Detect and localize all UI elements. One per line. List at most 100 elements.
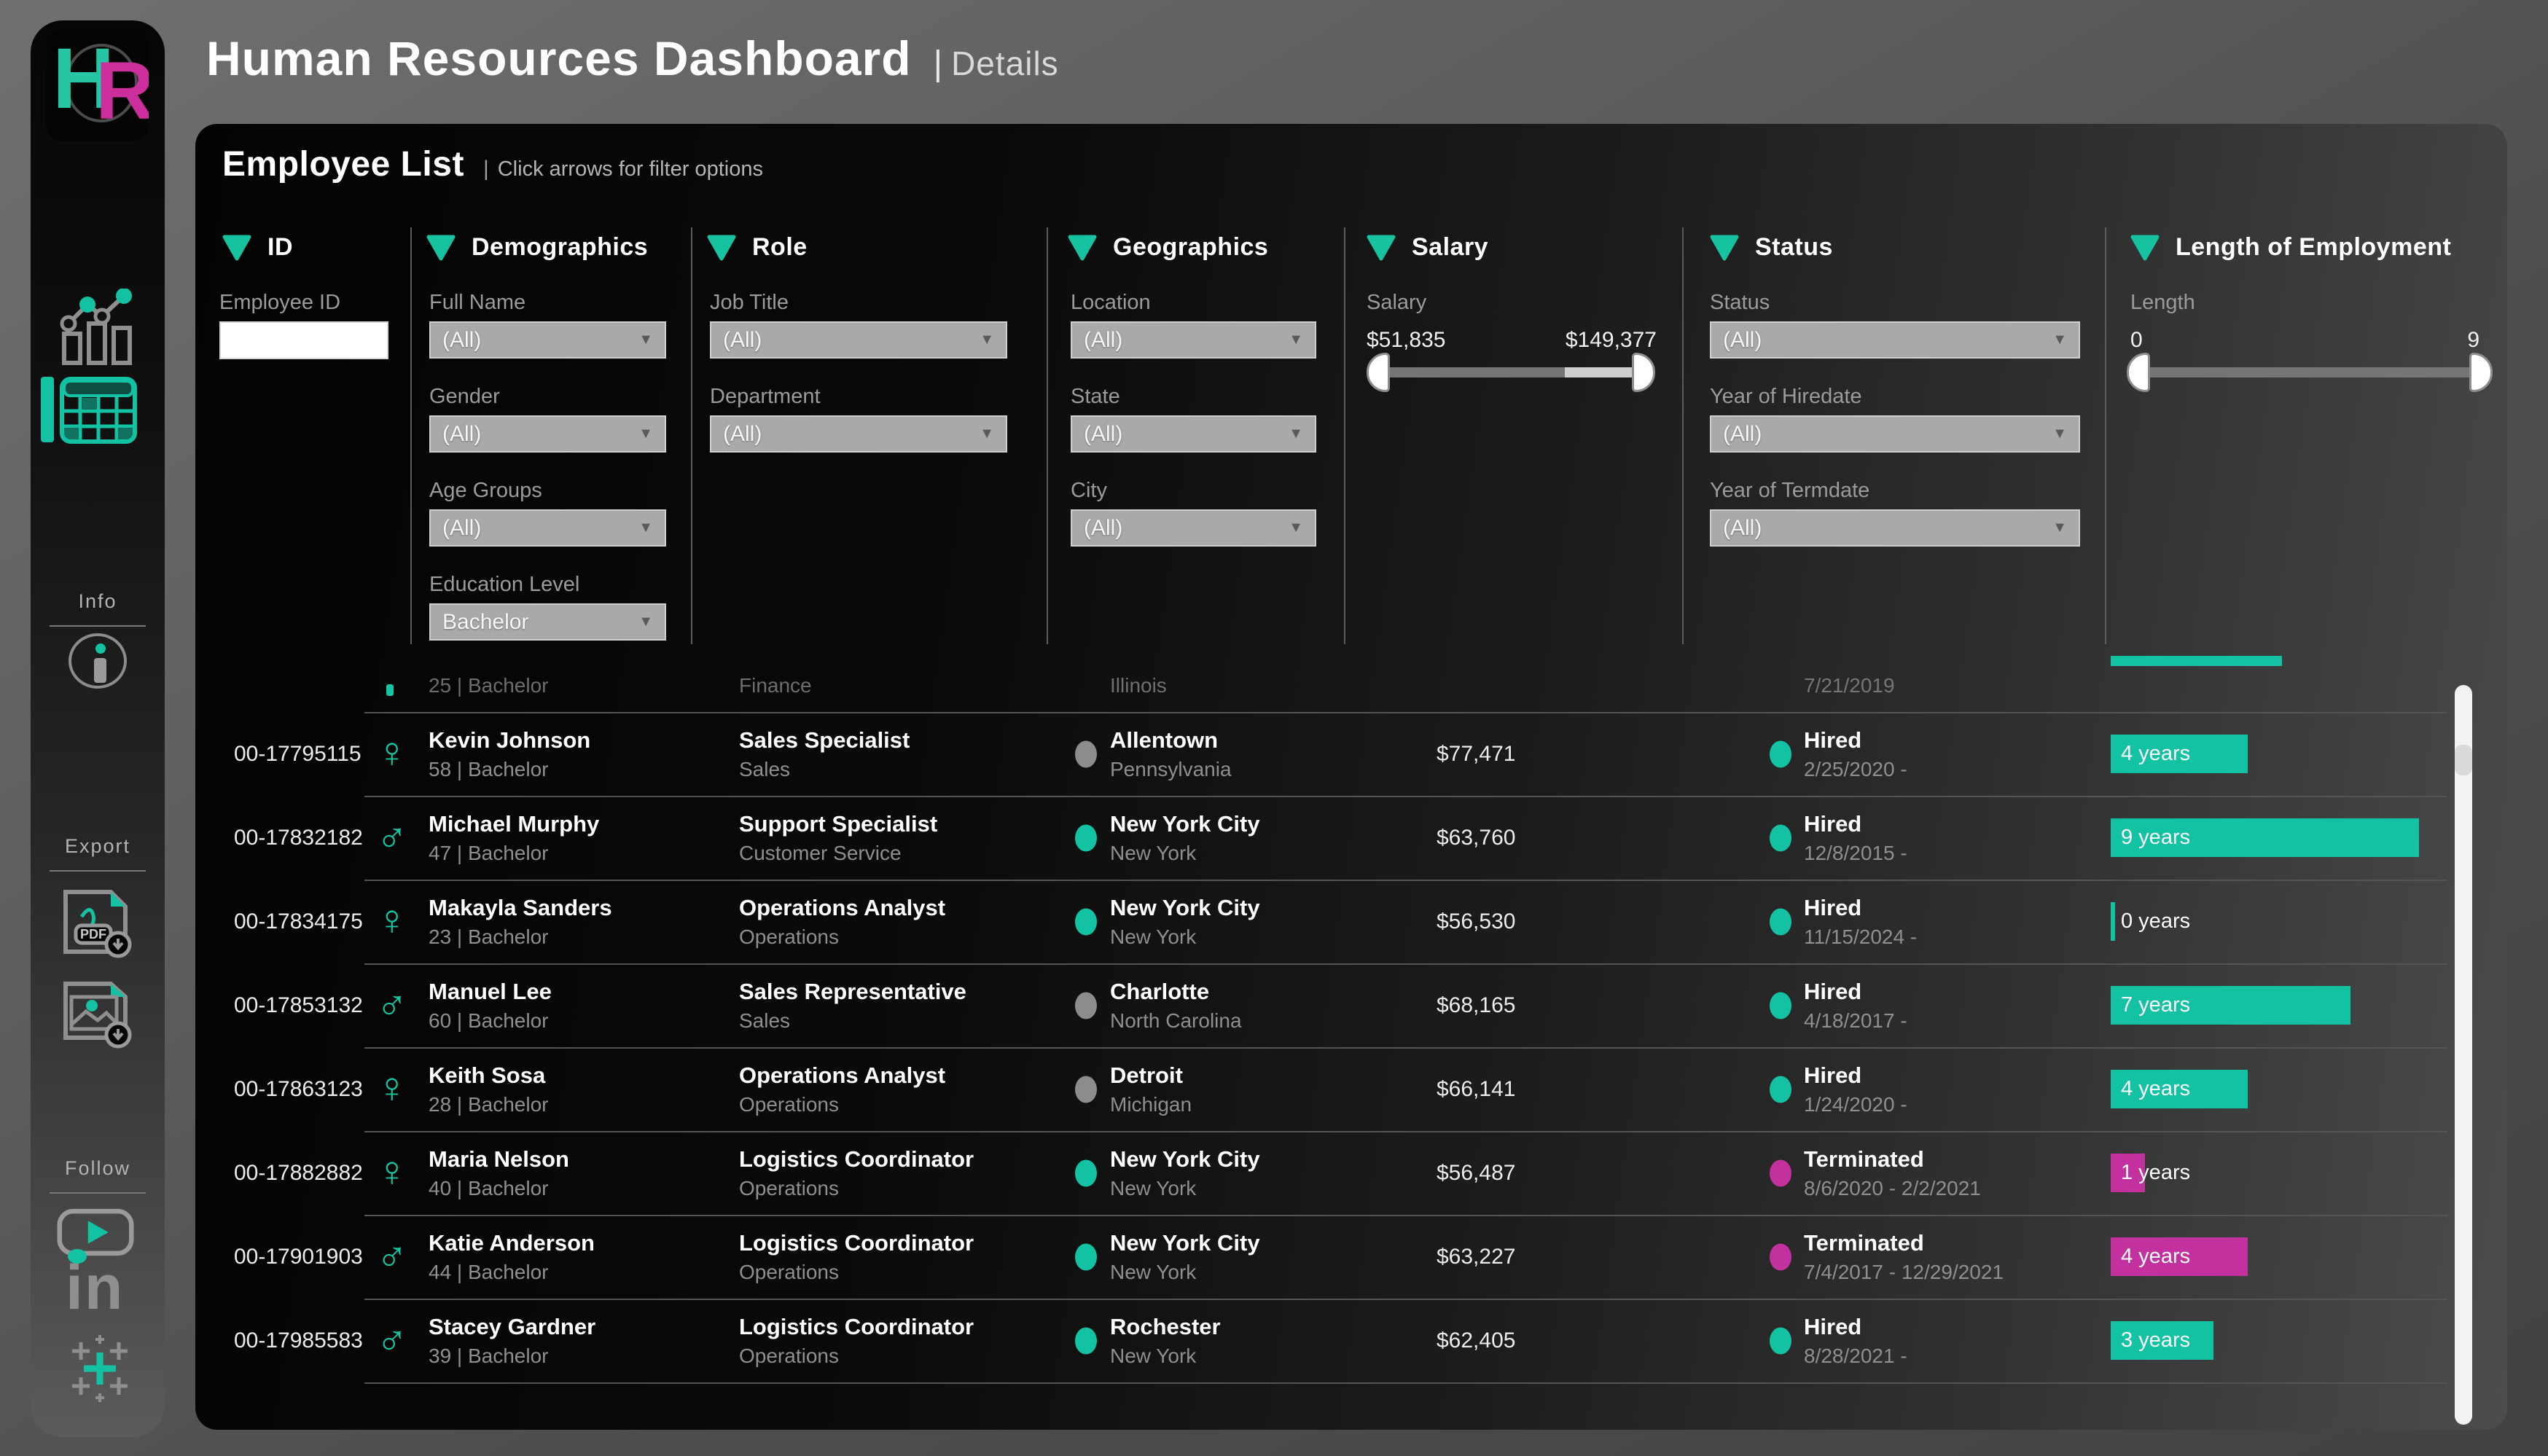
table-page-icon[interactable] <box>60 377 137 444</box>
table-scrollbar[interactable] <box>2455 685 2472 1425</box>
filter-dropdown-gender[interactable]: (All) ▼ <box>429 415 666 453</box>
filter-group-header[interactable]: Geographics <box>1068 233 1268 262</box>
filter-group-header[interactable]: Length of Employment <box>2130 233 2451 262</box>
employment-length-label: 4 years <box>2121 1077 2191 1100</box>
slider-handle-left[interactable] <box>2127 353 2150 392</box>
employee-id: 00-17832182 <box>234 825 363 850</box>
filter-triangle-icon[interactable] <box>1710 235 1739 261</box>
employee-state: Pennsylvania <box>1110 757 1232 780</box>
filter-dropdown-status[interactable]: (All) ▼ <box>1710 321 2080 359</box>
status-dot <box>1770 908 1791 935</box>
table-row[interactable]: 00-17795115 ♀ Kevin Johnson 58 | Bachelor Sa… <box>195 712 2507 796</box>
filter-triangle-icon[interactable] <box>707 235 736 261</box>
filter-dropdown-age-groups[interactable]: (All) ▼ <box>429 509 666 547</box>
export-divider <box>50 870 146 872</box>
employee-department: Operations <box>739 1092 839 1116</box>
info-icon[interactable] <box>69 633 127 689</box>
filter-dropdown-year-of-termdate[interactable]: (All) ▼ <box>1710 509 2080 547</box>
filter-group-header[interactable]: ID <box>222 233 293 262</box>
employee-status: Hired <box>1804 1313 1862 1339</box>
filter-dropdown-city[interactable]: (All) ▼ <box>1071 509 1316 547</box>
filter-dropdown-state[interactable]: (All) ▼ <box>1071 415 1316 453</box>
filter-separator <box>1682 227 1684 644</box>
employee-cell: Maria Nelson 40 | Bachelor <box>429 1131 569 1215</box>
tableau-icon[interactable] <box>61 1334 138 1404</box>
status-dot <box>1770 1327 1791 1354</box>
employee-cell: Hired 4/18/2017 - <box>1804 963 1907 1047</box>
chevron-down-icon: ▼ <box>1289 520 1303 536</box>
image-download-icon[interactable] <box>60 976 137 1049</box>
youtube-icon[interactable] <box>57 1207 134 1258</box>
filter-dropdown-job-title[interactable]: (All) ▼ <box>710 321 1007 359</box>
slider-handle-left[interactable] <box>1367 353 1390 392</box>
filter-separator <box>1047 227 1048 644</box>
filter-dropdown-location[interactable]: (All) ▼ <box>1071 321 1316 359</box>
table-row[interactable]: 00-17832182 ♂ Michael Murphy 47 | Bachelor S… <box>195 796 2507 880</box>
slider-min-value: $51,835 <box>1367 328 1446 352</box>
row-separator <box>364 880 2447 881</box>
table-row[interactable]: 00-17853132 ♂ Manuel Lee 60 | Bachelor Sales… <box>195 963 2507 1047</box>
employee-age-education: 23 | Bachelor <box>429 925 549 948</box>
employee-job-title: Operations Analyst <box>739 1062 946 1088</box>
card-subtitle: Click arrows for filter options <box>497 157 763 181</box>
chevron-down-icon: ▼ <box>2052 520 2067 536</box>
table-row[interactable]: 00-17834175 ♀ Makayla Sanders 23 | Bachelor… <box>195 880 2507 963</box>
slider-handle-right[interactable] <box>2469 353 2493 392</box>
employee-id: 00-17901903 <box>234 1244 363 1269</box>
employee-state: North Carolina <box>1110 1009 1242 1032</box>
charts-page-icon[interactable] <box>60 289 137 369</box>
dropdown-value: (All) <box>1723 515 1762 540</box>
slider-track[interactable] <box>2140 367 2479 377</box>
employee-cell: Rochester New York <box>1110 1299 1221 1382</box>
filter-triangle-icon[interactable] <box>1367 235 1396 261</box>
filter-group-header[interactable]: Demographics <box>426 233 648 262</box>
slider-handle-right[interactable] <box>1632 353 1655 392</box>
status-dot <box>1770 1159 1791 1186</box>
male-icon: ♂ <box>376 812 408 860</box>
filter-dropdown-department[interactable]: (All) ▼ <box>710 415 1007 453</box>
row-separator <box>364 1047 2447 1049</box>
employee-age-education: 47 | Bachelor <box>429 841 549 864</box>
employee-salary: $63,227 <box>1437 1244 1516 1269</box>
table-row[interactable]: 00-17882882 ♀ Maria Nelson 40 | Bachelor Log… <box>195 1131 2507 1215</box>
employee-name: Stacey Gardner <box>429 1313 596 1339</box>
filter-dropdown-education-level[interactable]: Bachelor ▼ <box>429 603 666 641</box>
linkedin-icon[interactable]: in <box>66 1249 136 1324</box>
filter-group-header[interactable]: Status <box>1710 233 1833 262</box>
table-row[interactable]: 00-17985583 ♂ Stacey Gardner 39 | Bachelor L… <box>195 1299 2507 1382</box>
slider-range-light <box>1565 367 1642 377</box>
employee-dates: 2/25/2020 - <box>1804 757 1907 780</box>
female-icon: ♀ <box>376 896 408 944</box>
employee-cell: Kevin Johnson 58 | Bachelor <box>429 712 590 796</box>
location-dot <box>1075 1327 1097 1354</box>
employee-name: Maria Nelson <box>429 1146 569 1172</box>
chevron-down-icon: ▼ <box>980 332 994 348</box>
scrollbar-thumb[interactable] <box>2455 745 2472 775</box>
employee-cell: Makayla Sanders 23 | Bachelor <box>429 880 612 963</box>
table-row[interactable]: 00-17863123 ♀ Keith Sosa 28 | Bachelor Opera… <box>195 1047 2507 1131</box>
pdf-download-icon[interactable]: PDF <box>60 888 137 960</box>
status-dot <box>1770 992 1791 1019</box>
table-row[interactable]: 00-17901903 ♂ Katie Anderson 44 | Bachelor L… <box>195 1215 2507 1299</box>
filter-group-header[interactable]: Role <box>707 233 808 262</box>
employee-city: Detroit <box>1110 1062 1183 1088</box>
employee-id-input[interactable] <box>219 321 388 359</box>
filter-field-label: Job Title <box>710 291 789 314</box>
employment-length-label: 4 years <box>2121 742 2191 765</box>
slider-track[interactable] <box>1380 367 1642 377</box>
location-dot <box>1075 1076 1097 1103</box>
filter-triangle-icon[interactable] <box>2130 235 2160 261</box>
filter-dropdown-year-of-hiredate[interactable]: (All) ▼ <box>1710 415 2080 453</box>
filter-triangle-icon[interactable] <box>222 235 251 261</box>
filter-triangle-icon[interactable] <box>426 235 456 261</box>
employee-cell: Hired 11/15/2024 - <box>1804 880 1917 963</box>
location-dot <box>1075 740 1097 767</box>
info-icon-stem <box>94 658 106 683</box>
filter-group-header[interactable]: Salary <box>1367 233 1488 262</box>
filter-triangle-icon[interactable] <box>1068 235 1097 261</box>
filter-field-label: Department <box>710 385 821 408</box>
filter-dropdown-full-name[interactable]: (All) ▼ <box>429 321 666 359</box>
filter-group-title: Role <box>752 233 808 261</box>
partial-table-row[interactable]: 25 | Bachelor Finance Illinois 7/21/2019 <box>195 652 2507 712</box>
filter-field-label: Age Groups <box>429 479 542 502</box>
